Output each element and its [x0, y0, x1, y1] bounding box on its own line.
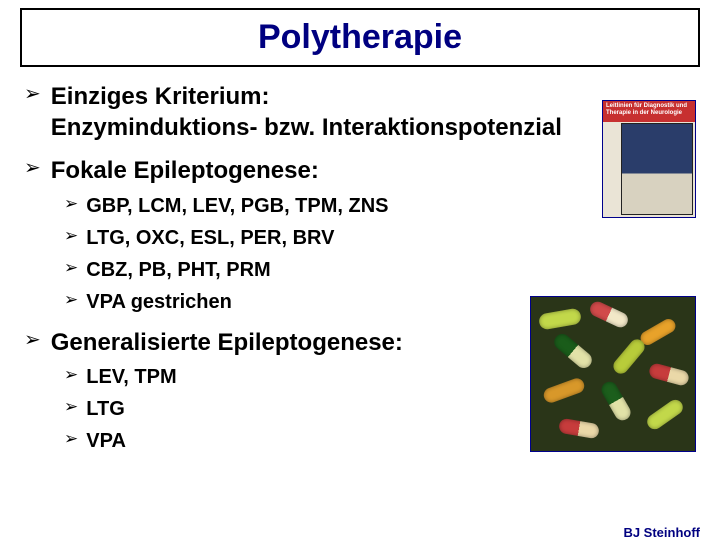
bullet-text: Einziges Kriterium: Enzyminduktions- bzw… — [51, 81, 562, 143]
pill-icon — [558, 418, 600, 440]
bullet-text: LTG — [86, 396, 125, 422]
bullet-text: GBP, LCM, LEV, PGB, TPM, ZNS — [86, 193, 388, 219]
bullet-text: Generalisierte Epileptogenese: — [51, 327, 403, 358]
pill-icon — [551, 331, 595, 372]
bullet-text: VPA — [86, 428, 126, 454]
pill-icon — [588, 299, 631, 329]
bullet-text: LTG, OXC, ESL, PER, BRV — [86, 225, 334, 251]
bullet-text: VPA gestrichen — [86, 289, 232, 315]
bullet-text: LEV, TPM — [86, 364, 176, 390]
chevron-right-icon: ➢ — [64, 289, 78, 311]
book-caption: Leitlinien für Diagnostik und Therapie i… — [606, 103, 692, 116]
pills-image — [530, 296, 696, 452]
chevron-right-icon: ➢ — [64, 257, 78, 279]
page-title: Polytherapie — [22, 18, 698, 57]
pill-icon — [648, 362, 691, 387]
guideline-book-image: Leitlinien für Diagnostik und Therapie i… — [602, 100, 696, 218]
chevron-right-icon: ➢ — [64, 396, 78, 418]
chevron-right-icon: ➢ — [64, 364, 78, 386]
pill-icon — [542, 376, 587, 404]
title-container: Polytherapie — [20, 8, 700, 67]
pill-icon — [610, 336, 647, 376]
author-footer: BJ Steinhoff — [623, 525, 700, 540]
chevron-right-icon: ➢ — [64, 225, 78, 247]
chevron-right-icon: ➢ — [64, 193, 78, 215]
chevron-right-icon: ➢ — [64, 428, 78, 450]
bullet-criterion: ➢ Einziges Kriterium: Enzyminduktions- b… — [24, 81, 696, 143]
chevron-right-icon: ➢ — [24, 81, 41, 107]
bullet-text: CBZ, PB, PHT, PRM — [86, 257, 270, 283]
chevron-right-icon: ➢ — [24, 327, 41, 353]
pill-icon — [538, 307, 582, 330]
bullet-text: Fokale Epileptogenese: — [51, 155, 319, 186]
pill-icon — [644, 397, 685, 432]
pill-icon — [599, 379, 634, 423]
chevron-right-icon: ➢ — [24, 155, 41, 181]
book-inner-icon — [621, 123, 693, 215]
bullet-focal-item: ➢ CBZ, PB, PHT, PRM — [64, 257, 696, 283]
bullet-focal-item: ➢ LTG, OXC, ESL, PER, BRV — [64, 225, 696, 251]
bullet-focal-heading: ➢ Fokale Epileptogenese: — [24, 155, 696, 186]
